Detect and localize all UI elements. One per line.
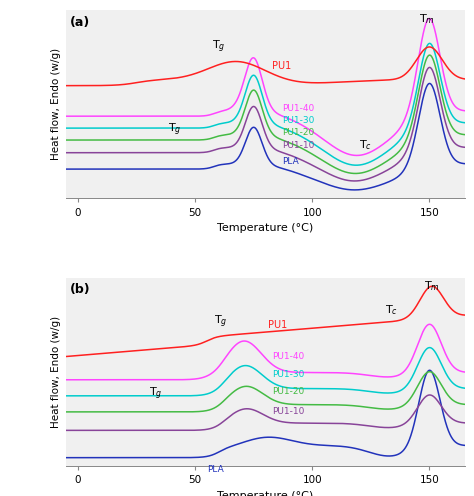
Text: T$_m$: T$_m$ — [419, 12, 435, 26]
Text: PLA: PLA — [207, 465, 224, 474]
Text: PU1-20: PU1-20 — [273, 387, 305, 396]
Text: T$_g$: T$_g$ — [168, 122, 181, 138]
Y-axis label: Heat flow, Endo (w/g): Heat flow, Endo (w/g) — [51, 48, 61, 160]
Text: (b): (b) — [70, 283, 91, 296]
Text: PLA: PLA — [282, 157, 299, 166]
X-axis label: Temperature (°C): Temperature (°C) — [217, 223, 314, 233]
Text: T$_g$: T$_g$ — [149, 385, 163, 402]
Text: PU1-40: PU1-40 — [273, 352, 305, 361]
Y-axis label: Heat flow, Endo (w/g): Heat flow, Endo (w/g) — [51, 316, 61, 428]
Text: PU1-30: PU1-30 — [273, 370, 305, 379]
Text: T$_m$: T$_m$ — [424, 280, 440, 293]
Text: (a): (a) — [70, 15, 91, 29]
Text: PU1: PU1 — [268, 320, 287, 330]
Text: T$_c$: T$_c$ — [359, 138, 372, 152]
Text: PU1-30: PU1-30 — [282, 116, 314, 125]
Text: PU1: PU1 — [273, 61, 292, 71]
Text: T$_g$: T$_g$ — [214, 313, 228, 330]
Text: T$_g$: T$_g$ — [212, 39, 226, 55]
Text: PU1-10: PU1-10 — [273, 407, 305, 416]
Text: PU1-40: PU1-40 — [282, 104, 314, 113]
Text: PU1-10: PU1-10 — [282, 140, 314, 150]
Text: PU1-20: PU1-20 — [282, 128, 314, 137]
Text: T$_c$: T$_c$ — [385, 304, 398, 317]
X-axis label: Temperature (°C): Temperature (°C) — [217, 491, 314, 496]
